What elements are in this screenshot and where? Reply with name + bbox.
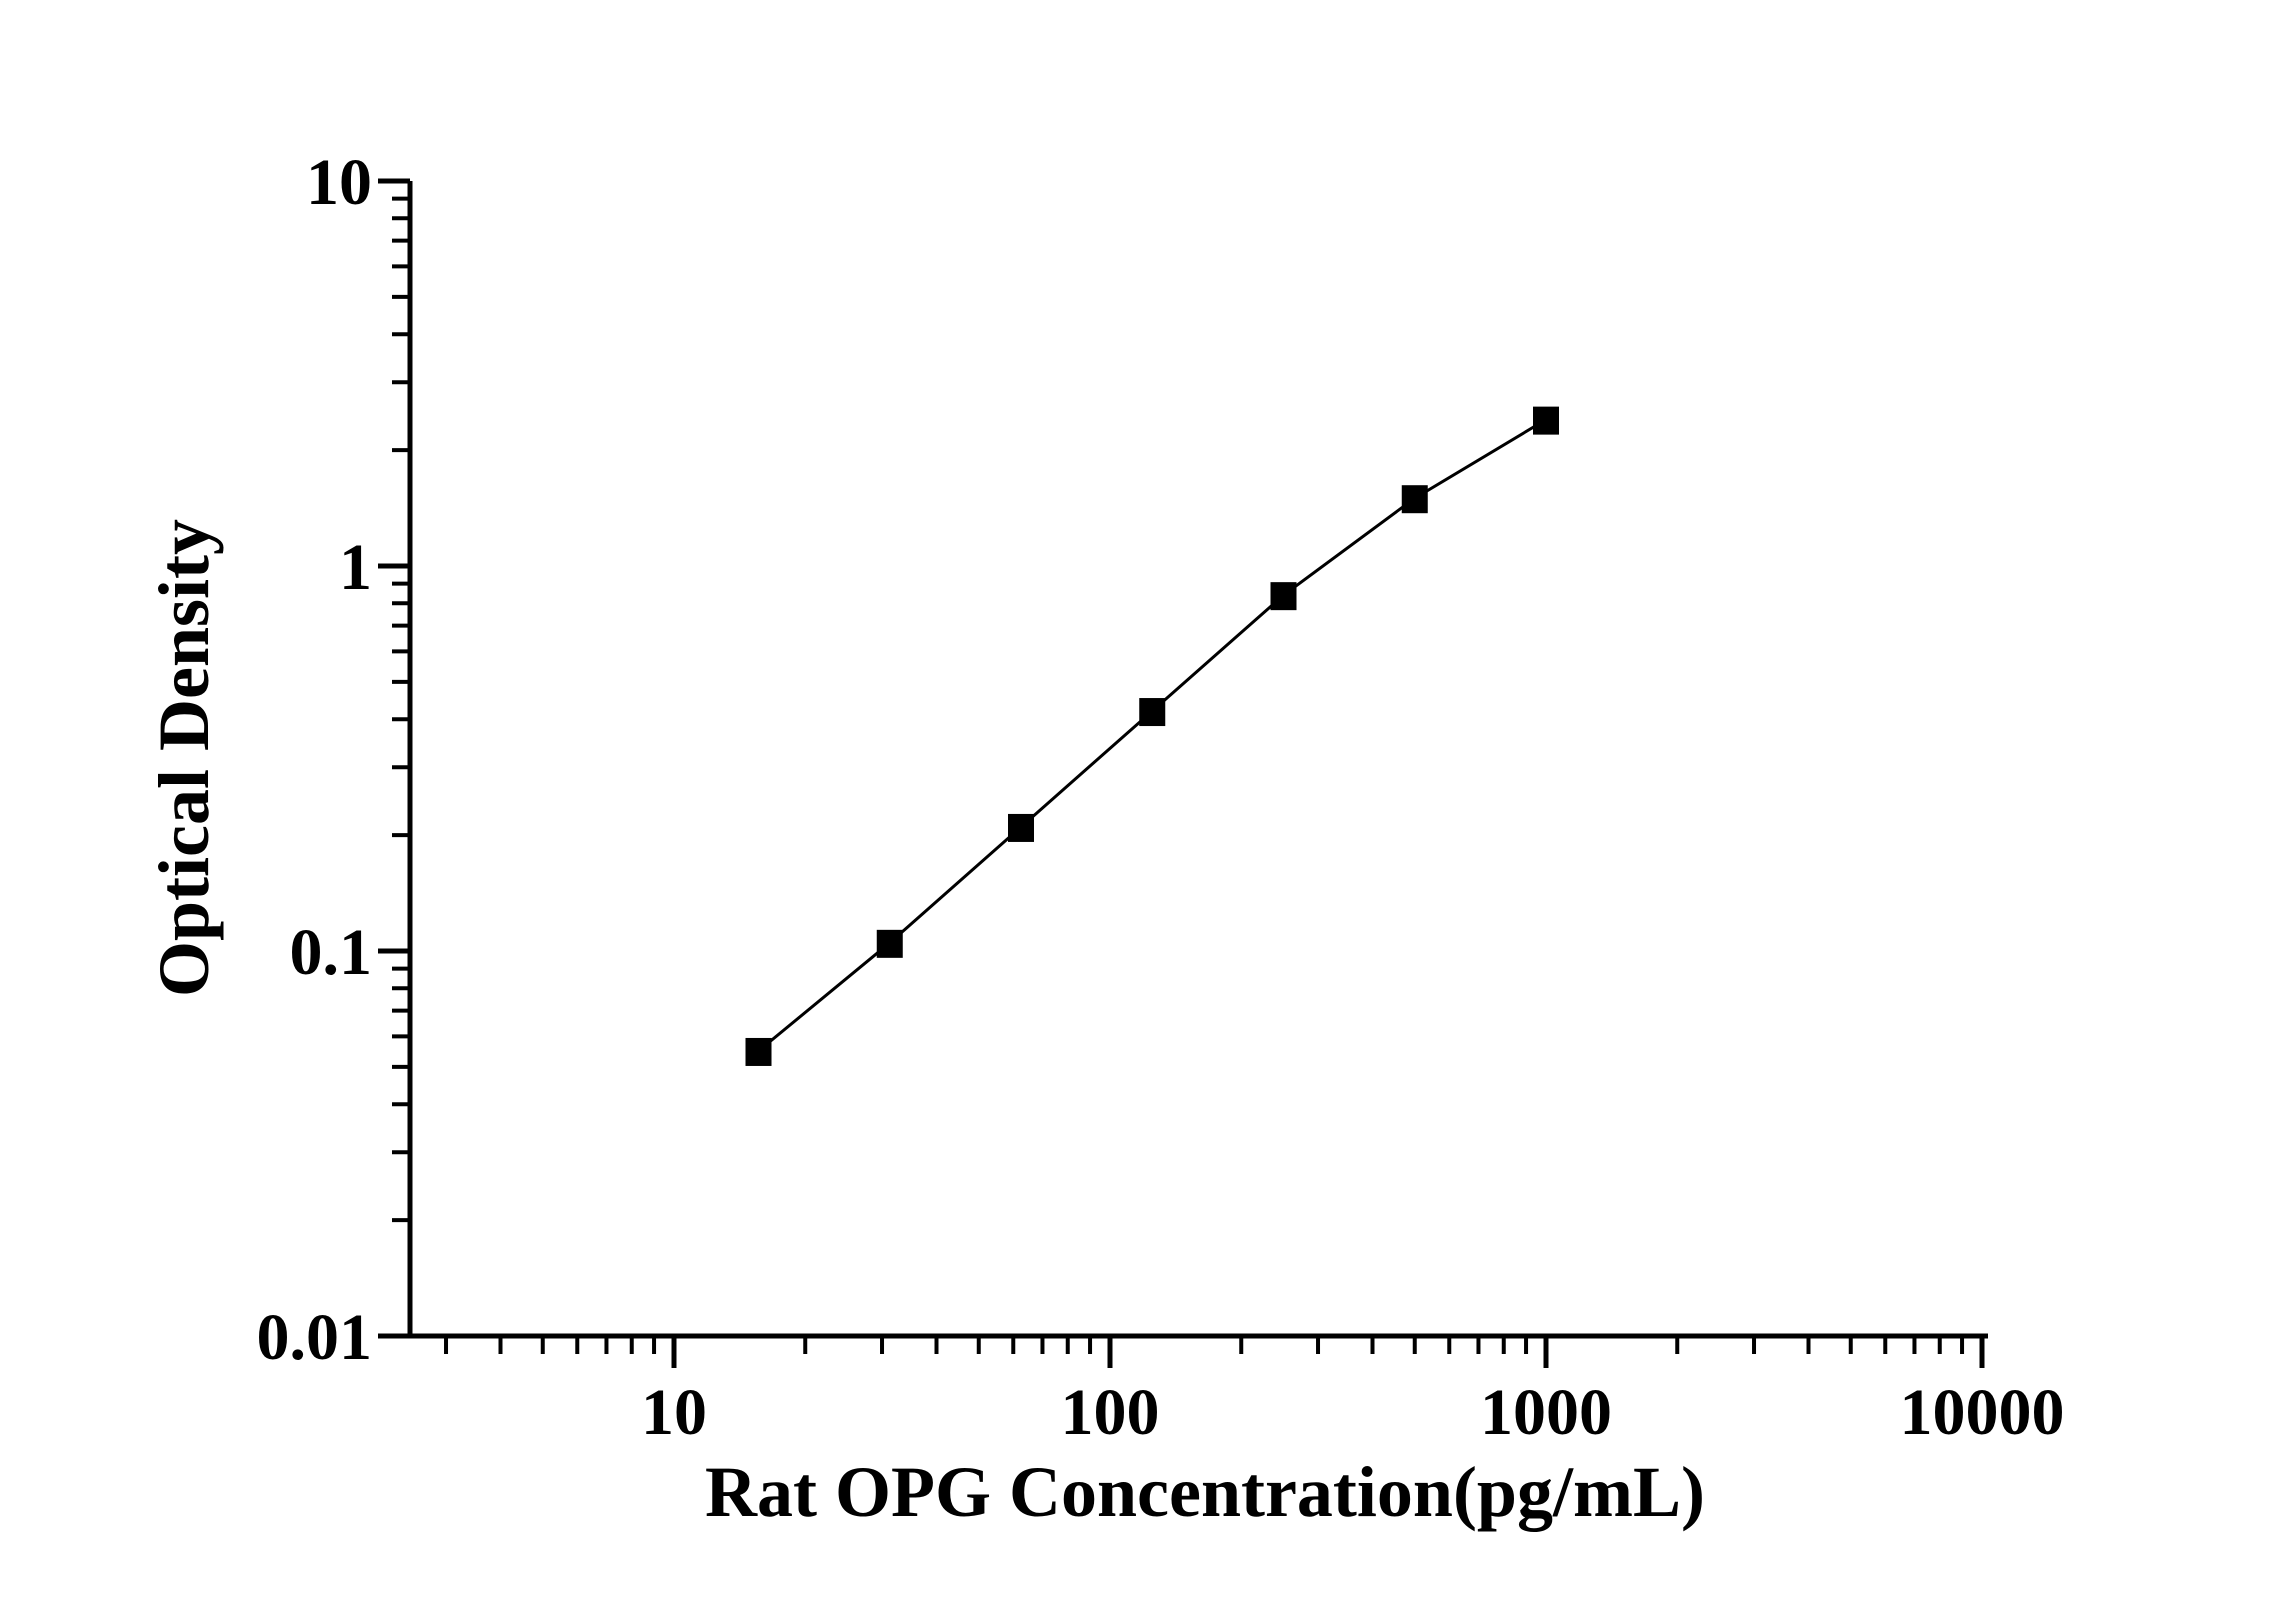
data-point-marker xyxy=(876,929,903,958)
y-tick-label: 10 xyxy=(306,146,372,219)
tick-labels: 10 100 1000 10000 10 1 0.1 0.01 xyxy=(257,146,2065,1449)
y-axis-title: Optical Density xyxy=(144,519,224,997)
data-point-marker xyxy=(1533,406,1559,435)
y-tick-label: 0.01 xyxy=(257,1301,373,1374)
curve-line xyxy=(757,418,1547,1053)
data-point-marker xyxy=(1270,582,1297,611)
x-tick-label: 100 xyxy=(1061,1376,1160,1449)
axes xyxy=(378,178,1988,1368)
data-point-marker xyxy=(1139,698,1166,727)
data-point-marker xyxy=(1401,485,1428,514)
y-tick-label: 1 xyxy=(339,531,372,604)
x-tick-label: 10 xyxy=(641,1376,707,1449)
x-axis-title: Rat OPG Concentration(pg/mL) xyxy=(705,1452,1705,1532)
data-point-marker xyxy=(1008,813,1035,842)
data-point-marker xyxy=(745,1037,772,1066)
x-tick-label: 1000 xyxy=(1480,1376,1612,1449)
y-tick-label: 0.1 xyxy=(290,916,373,989)
x-tick-label: 10000 xyxy=(1900,1376,2065,1449)
data-series xyxy=(745,406,1559,1066)
